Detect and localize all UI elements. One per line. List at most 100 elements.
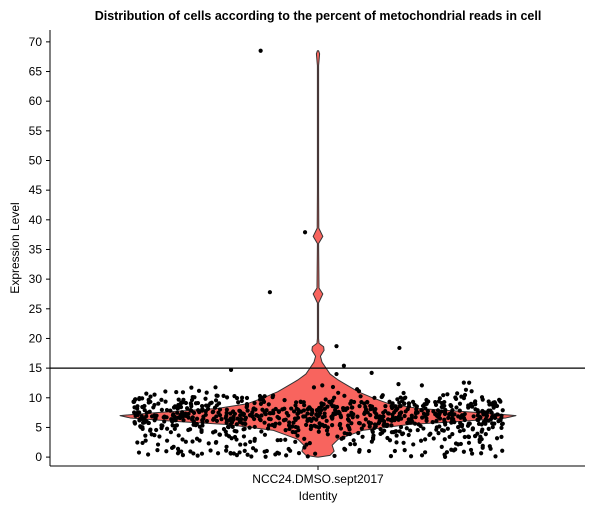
y-tick-label: 35: [29, 242, 43, 256]
data-point: [449, 447, 454, 452]
data-point: [257, 397, 263, 402]
y-tick-label: 40: [29, 213, 43, 227]
data-point: [490, 425, 495, 430]
data-point: [309, 418, 314, 424]
data-point: [334, 404, 340, 410]
data-point: [135, 440, 140, 445]
data-point: [331, 411, 336, 416]
data-point: [486, 399, 491, 404]
data-point: [457, 401, 463, 406]
data-point: [208, 448, 213, 453]
data-point: [195, 453, 200, 458]
data-point: [170, 423, 175, 428]
data-point: [140, 440, 145, 446]
data-point: [492, 414, 497, 419]
violin-body: [119, 50, 517, 458]
data-point: [414, 407, 419, 412]
x-axis-label: Identity: [299, 489, 338, 503]
data-point: [146, 452, 151, 457]
data-point: [366, 420, 371, 425]
data-point: [348, 442, 353, 447]
data-point: [386, 411, 391, 416]
data-point: [475, 417, 480, 422]
data-point: [172, 414, 177, 419]
data-point: [280, 407, 285, 412]
data-point: [203, 403, 209, 408]
data-point: [395, 406, 400, 411]
data-point: [463, 387, 469, 392]
data-point: [317, 407, 322, 412]
data-point: [224, 395, 230, 400]
y-tick-label: 70: [29, 35, 43, 49]
data-point: [413, 415, 418, 420]
data-point: [483, 421, 488, 426]
data-point: [379, 417, 385, 422]
data-point: [446, 415, 451, 421]
data-point: [190, 417, 195, 422]
data-point: [406, 417, 411, 422]
data-point: [357, 421, 362, 426]
data-point: [184, 413, 189, 419]
data-point: [424, 399, 429, 405]
data-point: [229, 436, 234, 441]
data-point: [199, 429, 204, 434]
data-point: [397, 404, 403, 409]
data-point: [330, 404, 335, 409]
data-point: [224, 420, 229, 425]
data-point: [337, 423, 342, 428]
data-point: [361, 423, 366, 428]
data-point: [169, 417, 174, 422]
data-point: [303, 414, 308, 419]
data-point: [402, 396, 407, 401]
data-point: [369, 370, 374, 375]
data-point: [366, 448, 372, 454]
y-axis-label: Expression Level: [8, 202, 22, 293]
data-point: [268, 417, 273, 422]
data-point: [365, 410, 370, 415]
data-point: [412, 421, 418, 426]
data-point: [165, 426, 170, 431]
data-point: [180, 400, 185, 405]
data-point: [458, 441, 463, 447]
y-tick-label: 65: [29, 65, 43, 79]
data-point: [178, 412, 183, 418]
data-point: [247, 425, 252, 430]
data-point: [152, 392, 157, 397]
data-point: [458, 422, 463, 427]
data-point: [194, 421, 199, 427]
data-point: [258, 401, 264, 407]
data-point: [475, 431, 480, 436]
data-point: [235, 416, 240, 421]
data-point: [267, 290, 272, 295]
data-point: [356, 430, 361, 436]
data-point: [354, 387, 360, 392]
data-point: [332, 395, 337, 400]
data-point: [164, 449, 169, 454]
data-point: [476, 421, 482, 427]
data-point: [277, 421, 282, 426]
data-point: [358, 394, 363, 399]
data-point: [400, 431, 406, 436]
data-point: [204, 419, 210, 424]
data-point: [178, 415, 183, 421]
data-point: [469, 389, 474, 394]
data-point: [216, 401, 222, 406]
data-point: [327, 399, 332, 405]
data-point: [456, 425, 461, 430]
data-point: [498, 418, 503, 423]
data-point: [401, 440, 406, 445]
data-point: [455, 391, 460, 396]
data-point: [436, 431, 441, 436]
data-point: [367, 424, 372, 429]
data-point: [234, 437, 239, 442]
data-point: [439, 444, 444, 449]
data-point: [330, 384, 336, 390]
data-point: [179, 449, 184, 454]
data-point: [454, 405, 459, 410]
data-point: [304, 422, 309, 427]
data-point: [466, 440, 472, 445]
data-point: [197, 424, 202, 429]
data-point: [242, 426, 247, 432]
data-point: [489, 410, 494, 415]
data-point: [423, 450, 428, 455]
